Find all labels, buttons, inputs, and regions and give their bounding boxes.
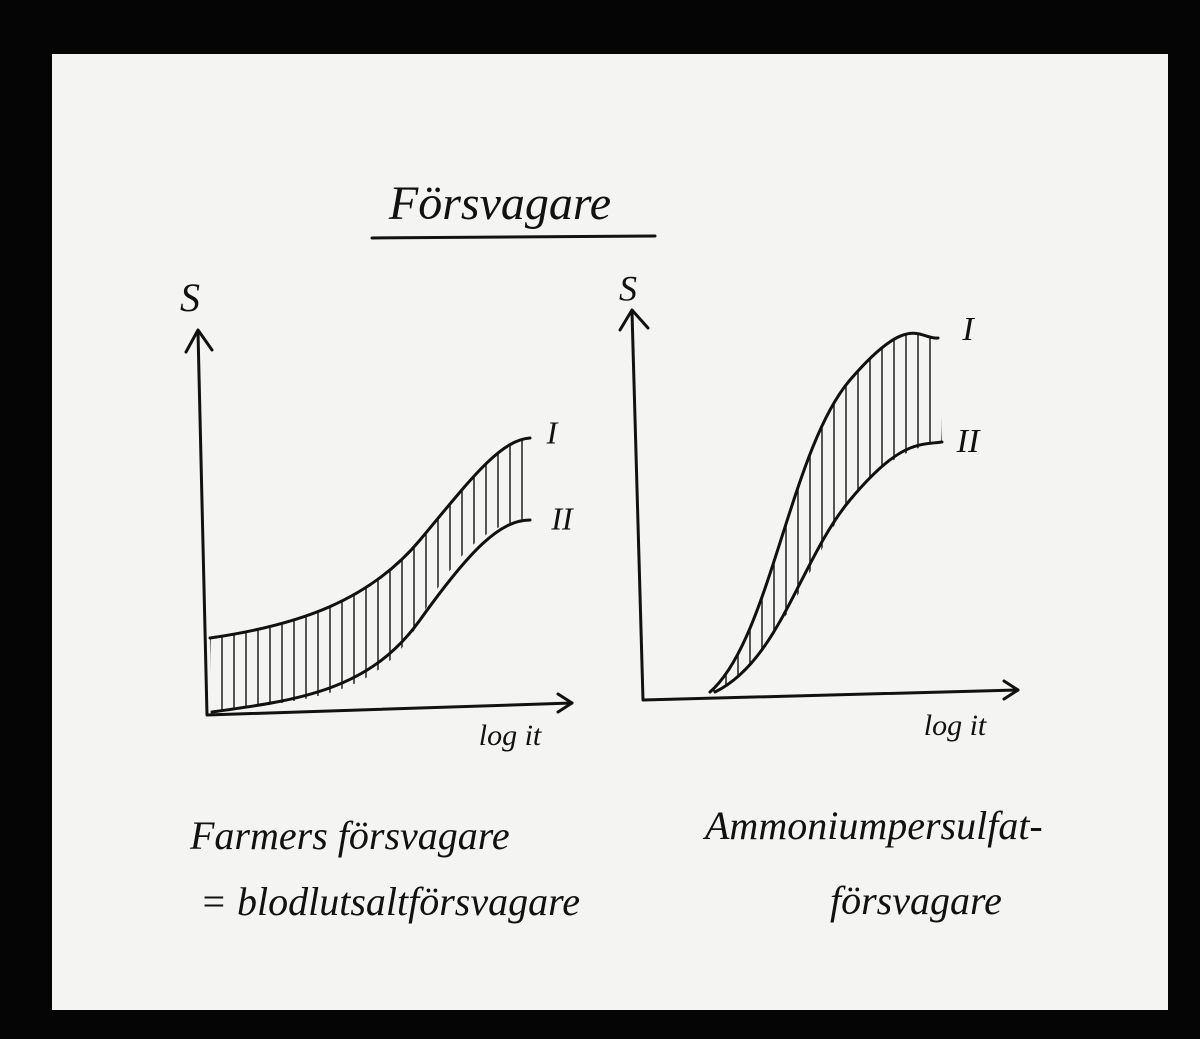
y-label: S	[619, 268, 637, 308]
curve-i	[208, 436, 532, 640]
curve-ii	[713, 440, 944, 694]
hatched-band	[710, 333, 942, 692]
curve-label: II	[956, 423, 981, 460]
curve-label: II	[550, 500, 574, 536]
curve-label: I	[961, 311, 975, 348]
arrowheads	[184, 328, 574, 714]
y-label: S	[180, 275, 200, 320]
axes	[630, 310, 1020, 702]
curve-ii	[210, 518, 532, 714]
card	[52, 54, 1168, 1010]
caption: = blodlutsaltförsvagare	[200, 879, 580, 924]
curve-i	[708, 331, 940, 694]
arrowheads	[618, 308, 1020, 701]
hatched-band	[210, 438, 530, 712]
title: Försvagare	[388, 177, 611, 230]
curve-label: I	[546, 414, 559, 450]
caption: Ammoniumpersulfat-	[702, 803, 1043, 848]
panel-left: S log it I II Farmers försvagare = blodl…	[180, 275, 580, 924]
caption: försvagare	[830, 878, 1002, 923]
caption: Farmers försvagare	[189, 813, 510, 858]
x-label: log it	[924, 709, 987, 742]
panel-right: S log it I II Ammoniumpersulfat- försvag…	[618, 268, 1043, 923]
title-underline	[370, 234, 657, 240]
axes	[196, 330, 574, 717]
x-label: log it	[479, 719, 542, 752]
